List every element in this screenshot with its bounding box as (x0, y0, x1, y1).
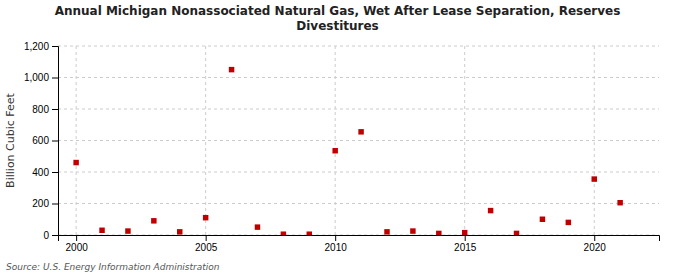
tick-label: 600 (32, 135, 49, 146)
grid-line-y (58, 140, 659, 141)
grid-line-x (335, 46, 336, 235)
tick: 2015 (454, 235, 477, 253)
chart: 2000 2005 2010 2015 2020 0 200 400 600 800 1,000 1,… (0, 0, 675, 275)
tick-label: 2015 (454, 242, 477, 253)
point (566, 220, 571, 225)
point (125, 228, 130, 233)
grid-line-y (58, 172, 659, 173)
point (462, 230, 467, 235)
point (177, 229, 182, 234)
plot: 2000 2005 2010 2015 2020 0 200 400 600 800 1,000 1,… (24, 41, 660, 253)
point (332, 148, 337, 153)
axis-line (59, 236, 660, 242)
point (73, 160, 78, 165)
point (436, 231, 441, 235)
tick: 2005 (195, 235, 218, 253)
grid-line-x (594, 46, 595, 235)
grid-line-y (58, 46, 659, 47)
tick-mark (76, 235, 77, 241)
grid-line-y (58, 77, 659, 78)
title-line: Annual Michigan Nonassociated Natural Ga… (55, 4, 621, 18)
point (514, 231, 519, 235)
tick-mark (52, 204, 58, 205)
point (151, 218, 156, 223)
tick: 2020 (584, 235, 607, 253)
title: Annual Michigan Nonassociated Natural Ga… (55, 4, 621, 33)
tick-mark (52, 172, 58, 173)
point (307, 231, 312, 235)
point (488, 208, 493, 213)
tick: 0 (43, 230, 58, 241)
tick-label: 1,000 (24, 72, 49, 83)
y-axis: 0 200 400 600 800 1,000 1,200 (24, 41, 59, 241)
tick-mark (52, 78, 58, 79)
points (73, 67, 622, 235)
point (281, 231, 286, 235)
tick-mark (52, 109, 58, 110)
tick-label: 2000 (66, 242, 89, 253)
tick-label: 200 (32, 198, 49, 209)
tick-label: 800 (32, 104, 49, 115)
point (358, 129, 363, 134)
point (203, 215, 208, 220)
grid-line-y (58, 109, 659, 110)
tick-mark (335, 235, 336, 241)
tick-label: 0 (43, 230, 49, 241)
chart-container: 2000 2005 2010 2015 2020 0 200 400 600 800 1,000 1,… (0, 0, 675, 275)
tick-mark (465, 235, 466, 241)
tick-label: 2005 (195, 242, 218, 253)
tick: 200 (32, 198, 58, 209)
tick-mark (206, 235, 207, 241)
grid-line-x (464, 46, 465, 235)
point (384, 229, 389, 234)
point (540, 217, 545, 222)
tick: 1,200 (24, 41, 58, 52)
tick-label: 400 (32, 167, 49, 178)
point (99, 228, 104, 233)
tick-mark (52, 235, 58, 236)
grid-line-x (205, 46, 206, 235)
point (255, 224, 260, 229)
point (229, 67, 234, 72)
point (591, 176, 596, 181)
tick: 1,000 (24, 72, 58, 83)
tick: 2010 (325, 235, 348, 253)
grid-line-x (76, 46, 77, 235)
tick-mark (52, 141, 58, 142)
axis-line (52, 47, 59, 236)
tick-mark (52, 46, 58, 47)
point (617, 200, 622, 205)
x-axis: 2000 2005 2010 2015 2020 (59, 235, 660, 253)
source: Source: U.S. Energy Information Administ… (6, 262, 220, 272)
tick-mark (594, 235, 595, 241)
tick: 400 (32, 167, 58, 178)
grid (58, 46, 659, 235)
tick-label: 2010 (325, 242, 348, 253)
tick-label: 2020 (584, 242, 607, 253)
tick: 800 (32, 104, 58, 115)
tick: 600 (32, 135, 58, 146)
y-axis-title: Billion Cubic Feet (4, 92, 17, 187)
tick-label: 1,200 (24, 41, 49, 52)
grid-line-y (58, 203, 659, 204)
title-line: Divestitures (296, 19, 379, 33)
point (410, 228, 415, 233)
tick: 2000 (66, 235, 89, 253)
